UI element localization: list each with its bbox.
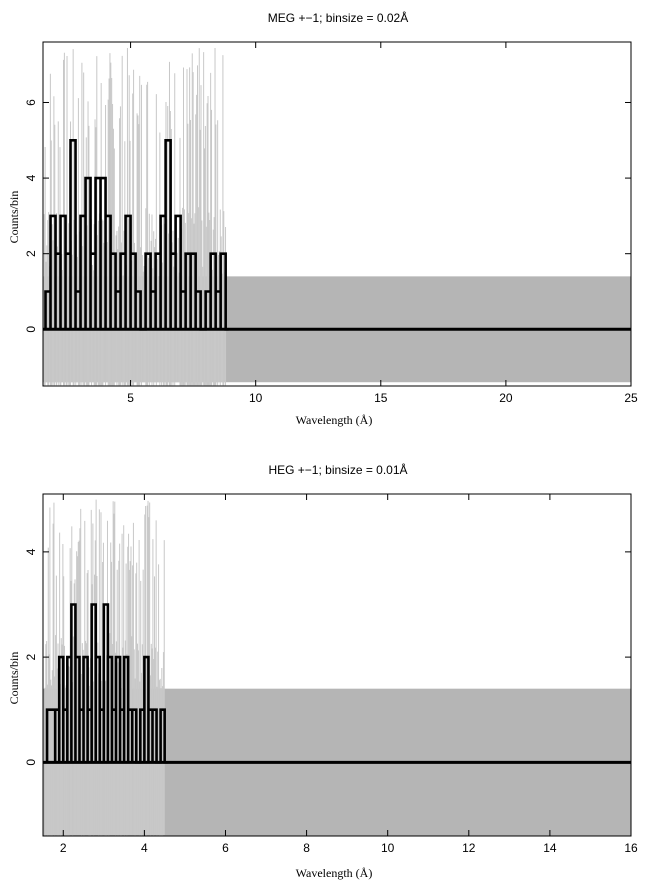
plot-frame xyxy=(42,493,632,837)
plot-frame xyxy=(42,41,632,387)
y-tick-label: 2 xyxy=(24,653,38,660)
meg-x-axis-label: Wavelength (Å) xyxy=(296,413,373,427)
x-tick-label: 10 xyxy=(249,391,263,405)
meg-panel: MEG +−1; binsize = 0.02Å 5 10 15 20 25 0 2 4 6 W… xyxy=(7,10,638,427)
heg-x-axis-label: Wavelength (Å) xyxy=(296,866,373,880)
heg-panel: HEG +−1; binsize = 0.01Å 2 4 6 8 10 12 14 16 0 2 4… xyxy=(7,462,638,880)
y-tick-label: 0 xyxy=(24,326,38,333)
x-tick-label: 12 xyxy=(462,841,476,855)
y-tick-label: 4 xyxy=(24,548,38,555)
x-tick-label: 5 xyxy=(127,391,134,405)
meg-y-axis-label: Counts/bin xyxy=(7,191,21,244)
x-tick-label: 15 xyxy=(374,391,388,405)
counts-histogram xyxy=(45,603,168,764)
x-tick-label: 16 xyxy=(624,841,638,855)
x-tick-label: 20 xyxy=(499,391,513,405)
y-tick-label: 4 xyxy=(24,174,38,181)
meg-plot-area: 5 10 15 20 25 0 2 4 6 xyxy=(24,41,638,405)
y-tick-label: 0 xyxy=(24,759,38,766)
x-tick-label: 10 xyxy=(381,841,395,855)
x-tick-label: 8 xyxy=(303,841,310,855)
heg-plot-area: 2 4 6 8 10 12 14 16 0 2 4 xyxy=(24,493,638,855)
meg-title: MEG +−1; binsize = 0.02Å xyxy=(268,10,408,25)
heg-y-axis-label: Counts/bin xyxy=(7,652,21,705)
y-tick-label: 6 xyxy=(24,99,38,106)
heg-title: HEG +−1; binsize = 0.01Å xyxy=(268,462,407,477)
x-tick-label: 2 xyxy=(60,841,67,855)
x-tick-label: 6 xyxy=(222,841,229,855)
x-tick-label: 25 xyxy=(624,391,638,405)
y-tick-label: 2 xyxy=(24,250,38,257)
x-tick-label: 14 xyxy=(543,841,557,855)
x-tick-label: 4 xyxy=(141,841,148,855)
